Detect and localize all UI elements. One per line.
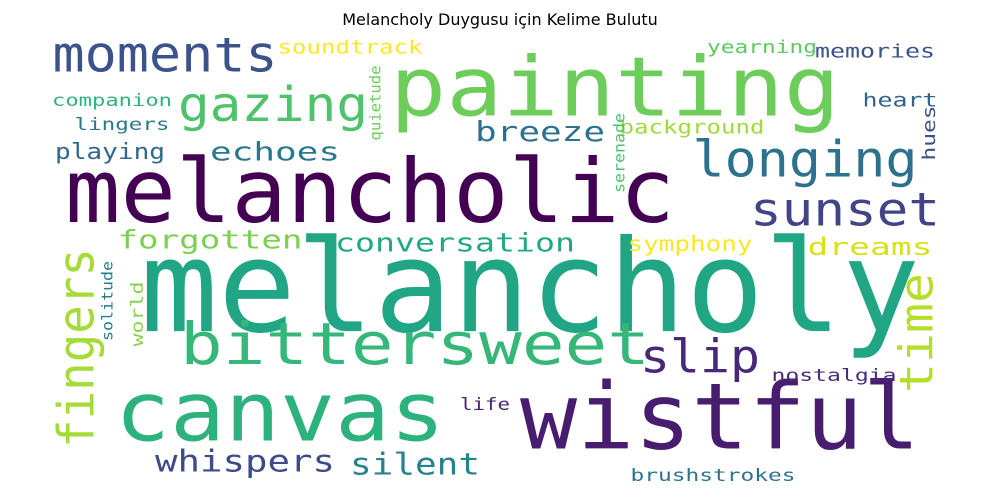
word-hues: hues <box>919 106 940 161</box>
word-solitude: solitude <box>99 261 117 341</box>
word-sunset: sunset <box>750 183 940 237</box>
chart-title: Melancholy Duygusu için Kelime Bulutu <box>342 10 658 29</box>
word-lingers: lingers <box>75 115 170 135</box>
word-soundtrack: soundtrack <box>278 38 424 59</box>
word-wistful: wistful <box>520 363 920 470</box>
word-canvas: canvas <box>115 365 445 460</box>
word-quietude: quietude <box>367 66 385 141</box>
word-slip: slip <box>640 330 760 384</box>
word-time: time <box>890 273 944 393</box>
word-companion: companion <box>52 91 172 111</box>
word-playing: playing <box>55 140 165 165</box>
word-silent: silent <box>350 448 480 483</box>
word-gazing: gazing <box>178 77 368 133</box>
word-memories: memories <box>815 41 935 63</box>
word-melancholic: melancholic <box>65 140 675 243</box>
word-symphony: symphony <box>628 232 753 256</box>
word-conversation: conversation <box>335 229 575 259</box>
word-moments: moments <box>53 38 278 84</box>
word-bittersweet: bittersweet <box>180 310 650 378</box>
word-serenade: serenade <box>611 113 629 193</box>
word-forgotten: forgotten <box>118 226 303 256</box>
word-nostalgia: nostalgia <box>772 366 897 386</box>
word-painting: painting <box>390 40 840 135</box>
word-background: background <box>620 117 765 139</box>
word-melancholy: melancholy <box>140 213 920 362</box>
word-longing: longing <box>693 131 918 189</box>
word-brushstrokes: brushstrokes <box>631 466 796 486</box>
word-yearning: yearning <box>707 38 817 58</box>
word-world: world <box>128 282 148 347</box>
word-breeze: breeze <box>475 115 605 148</box>
word-fingers: fingers <box>50 248 106 448</box>
word-whispers: whispers <box>155 445 335 480</box>
word-dreams: dreams <box>808 233 933 261</box>
word-echoes: echoes <box>210 138 340 168</box>
word-heart: heart <box>863 90 938 112</box>
word-life: life <box>460 395 510 415</box>
